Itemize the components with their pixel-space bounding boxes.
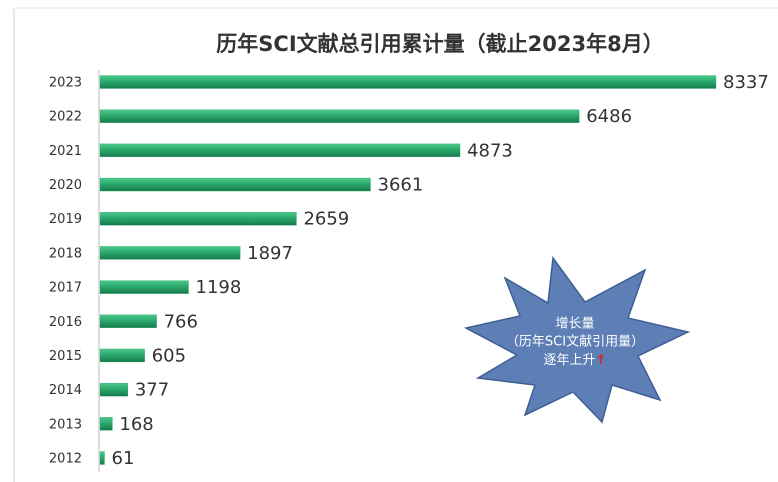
data-label: 6486 xyxy=(586,106,632,127)
data-label: 3661 xyxy=(378,175,424,196)
annotation-arrow: ↑ xyxy=(596,353,607,368)
bar xyxy=(99,246,241,260)
annotation-text: 逐年上升↑ xyxy=(544,353,607,368)
bar xyxy=(99,451,105,465)
bar xyxy=(99,109,580,123)
data-label: 1897 xyxy=(247,243,293,264)
data-label: 377 xyxy=(135,380,169,401)
y-tick-label: 2022 xyxy=(49,110,82,125)
y-tick-label: 2021 xyxy=(49,144,82,159)
y-tick-label: 2023 xyxy=(49,76,82,91)
data-label: 8337 xyxy=(723,72,769,93)
bar xyxy=(99,348,145,363)
starburst xyxy=(463,255,691,424)
data-label: 766 xyxy=(164,311,198,332)
y-tick-label: 2020 xyxy=(49,178,82,193)
y-tick-label: 2019 xyxy=(49,212,82,227)
data-label: 168 xyxy=(119,414,153,435)
data-label: 4873 xyxy=(467,140,513,161)
bar xyxy=(99,382,129,397)
annotation-text: （历年SCI文献引用量） xyxy=(506,335,644,350)
y-tick-label: 2017 xyxy=(49,281,82,296)
y-tick-label: 2014 xyxy=(49,383,82,398)
y-tick-label: 2013 xyxy=(49,417,82,432)
bar xyxy=(99,143,461,158)
bar xyxy=(99,417,113,431)
bar xyxy=(99,280,189,294)
annotation: 增长量 （历年SCI文献引用量） 逐年上升↑ xyxy=(463,255,691,424)
y-tick-label: 2012 xyxy=(49,452,82,467)
bar xyxy=(99,314,157,328)
data-label: 605 xyxy=(152,345,186,366)
chart-title: 历年SCI文献总引用累计量（截止2023年8月） xyxy=(216,32,663,56)
annotation-text: 增长量 xyxy=(555,317,594,332)
annotation-text: 逐年上升 xyxy=(544,353,596,368)
bar xyxy=(99,212,297,226)
bar xyxy=(99,75,717,89)
data-label: 61 xyxy=(112,448,135,469)
y-tick-label: 2018 xyxy=(49,246,82,261)
data-label: 1198 xyxy=(196,277,242,298)
y-tick-label: 2015 xyxy=(49,349,82,364)
data-label: 2659 xyxy=(303,209,349,230)
bar xyxy=(99,177,371,192)
y-tick-label: 2016 xyxy=(49,315,82,330)
